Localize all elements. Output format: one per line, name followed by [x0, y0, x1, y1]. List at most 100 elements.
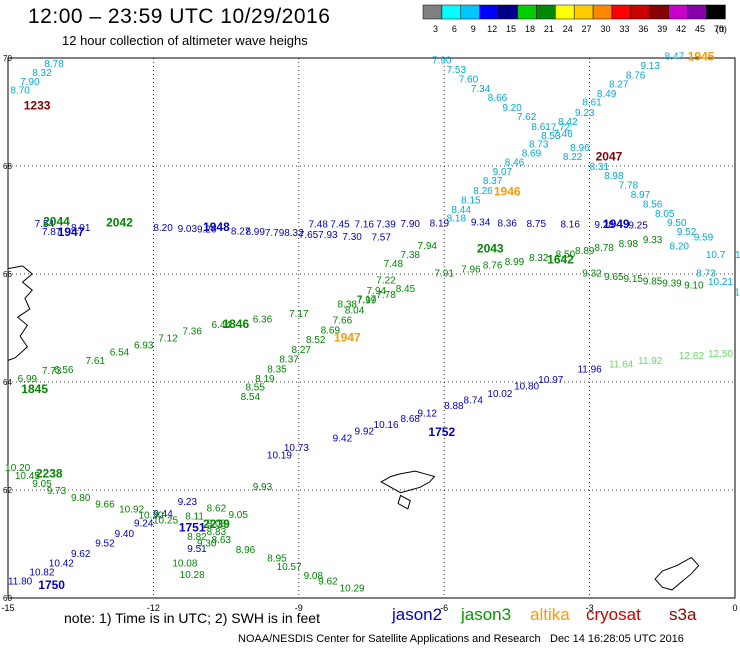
swh-value: 8.52	[306, 335, 326, 346]
swh-value: 7.54	[35, 219, 55, 230]
colorbar-label: 21	[544, 24, 554, 34]
x-tick-label: -3	[586, 603, 594, 613]
y-tick-label: 70	[3, 54, 12, 63]
swh-value: 8.69	[321, 325, 341, 336]
swh-value: 7.61	[86, 356, 106, 367]
map-subtitle: 12 hour collection of altimeter wave hei…	[62, 33, 308, 48]
pass-time-label: 2239	[203, 517, 230, 531]
swh-value: 10.57	[277, 562, 302, 573]
swh-value: 8.98	[604, 171, 624, 182]
swh-value: 9.23	[575, 108, 595, 119]
swh-value: 8.61	[531, 122, 551, 133]
swh-value: 9.39	[662, 278, 682, 289]
legend-jason2: jason2	[392, 605, 443, 624]
x-tick-label: -15	[1, 603, 14, 613]
swh-value: 7.66	[333, 316, 353, 327]
swh-value: 7.90	[432, 55, 452, 66]
swh-value: 9.80	[71, 493, 91, 504]
swh-value: 7.16	[354, 220, 374, 231]
swh-value: 8.19	[430, 218, 450, 229]
colorbar-label: 15	[506, 24, 516, 34]
swh-value: 9.28	[594, 220, 614, 231]
colorbar-label: 39	[657, 24, 667, 34]
swh-value: 9.50	[667, 218, 687, 229]
swh-value: 8.20	[670, 242, 690, 253]
swh-value: 9.51	[187, 544, 207, 555]
swh-value: 7.65	[299, 230, 319, 241]
swh-value: 8.22	[563, 152, 583, 163]
swh-value: 9.52	[677, 227, 697, 238]
swh-value: 6.93	[134, 341, 154, 352]
swh-value: 7.62	[517, 112, 537, 123]
swh-value: 8.61	[582, 98, 602, 109]
swh-value: 9.24	[134, 519, 154, 530]
swh-value: 9.92	[354, 426, 374, 437]
pass-time-label: 1947	[58, 225, 85, 239]
swh-value: 9.25	[628, 221, 648, 232]
swh-value: 7.90	[20, 77, 40, 88]
y-tick-label: 68	[3, 162, 12, 171]
swh-value: 9.33	[643, 235, 663, 246]
swh-value: 8.99	[245, 227, 265, 238]
pass-time-label: 1751	[179, 521, 206, 535]
swh-value: 12	[734, 288, 740, 299]
swh-value: 9.42	[333, 433, 353, 444]
pass-time-label: 1945	[688, 50, 715, 64]
x-tick-label: -6	[440, 603, 448, 613]
swh-value: 8.36	[497, 218, 517, 229]
swh-value: 7.53	[447, 65, 467, 76]
swh-value: 9.65	[604, 272, 624, 283]
pass-time-label: 1750	[38, 578, 65, 592]
swh-value: 7.38	[401, 250, 421, 261]
swh-value: 8.97	[631, 190, 651, 201]
swh-value: 9.44	[153, 509, 173, 520]
swh-value: 9.15	[623, 274, 643, 285]
swh-value: 7.57	[371, 233, 391, 244]
swh-value: 8.04	[345, 305, 365, 316]
shetland-islands	[654, 556, 700, 591]
swh-value: 8.56	[643, 200, 663, 211]
swh-value: 9.12	[418, 409, 438, 420]
x-tick-label: 0	[732, 603, 737, 613]
swh-value: 8.83	[207, 527, 227, 538]
colorbar-label: 24	[563, 24, 573, 34]
swh-value: 8.15	[461, 195, 481, 206]
swh-value: 8.95	[267, 553, 287, 564]
swh-value: 7.36	[182, 326, 202, 337]
pass-time-label: 2044	[43, 214, 70, 228]
swh-value: 7.48	[384, 259, 404, 270]
y-tick-label: 60	[3, 594, 12, 603]
swh-value: 9.32	[582, 269, 602, 280]
swh-value: 10.29	[340, 584, 365, 595]
swh-value: 8.35	[267, 364, 287, 375]
swh-value: 7.93	[318, 230, 338, 241]
swh-value: 7.96	[461, 264, 481, 275]
swh-value: 7.94	[367, 286, 387, 297]
swh-value: 10.21	[708, 277, 733, 288]
swh-value: 10.73	[284, 443, 309, 454]
pass-time-label: 2047	[596, 150, 623, 164]
swh-value: 10.80	[514, 382, 539, 393]
colorbar-label: 30	[601, 24, 611, 34]
colorbar-label: 33	[619, 24, 629, 34]
map-title: 12:00 – 23:59 UTC 10/29/2016	[28, 5, 331, 28]
swh-value: 6.99	[18, 374, 38, 385]
swh-value: 7.99	[357, 296, 377, 307]
swh-value: 8.37	[483, 176, 503, 187]
swh-value: 7.72	[551, 122, 571, 133]
swh-value: 8.50	[556, 249, 576, 260]
swh-value: 6.56	[54, 365, 74, 376]
swh-value: 8.75	[527, 219, 547, 230]
swh-value: 8.18	[447, 214, 467, 225]
swh-value: 9.03	[178, 224, 198, 235]
swh-value: 9.30	[197, 539, 217, 550]
swh-value: 10.19	[267, 451, 292, 462]
swh-value: 8.05	[655, 209, 675, 220]
pass-time-label: 2042	[106, 215, 133, 229]
swh-value: 8.74	[464, 396, 484, 407]
coastline	[7, 265, 700, 591]
swh-value: 8.11	[185, 512, 204, 523]
colorbar-label: 3	[433, 24, 438, 34]
x-tick-label: -9	[295, 603, 303, 613]
swh-value: 8.27	[231, 227, 251, 238]
